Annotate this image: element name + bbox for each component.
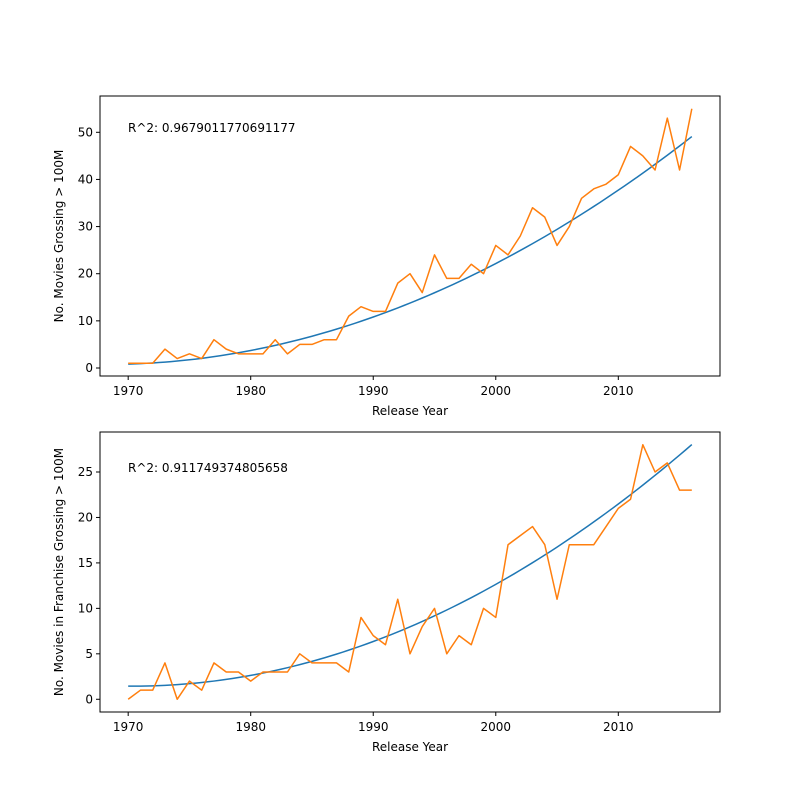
top-y-tick-label: 20 [78,267,93,281]
top-x-tick-label: 1990 [358,384,389,398]
bottom-actual-line [127,443,692,701]
bottom-y-tick-label: 10 [78,601,93,615]
bottom-y-tick-label: 0 [85,692,93,706]
top-x-tick-label: 1970 [113,384,144,398]
bottom-x-ticks: 1970 1980 1990 2000 2010 [113,712,634,734]
bottom-y-tick-label: 20 [78,510,93,524]
bottom-y-tick-label: 15 [78,556,93,570]
top-x-axis-label: Release Year [372,404,448,418]
bottom-plot-frame [99,431,721,713]
top-subplot: 1970 1980 1990 2000 2010 0 10 20 30 40 50 R^2: 0.… [52,95,721,418]
top-y-tick-label: 10 [78,314,93,328]
top-y-tick-label: 30 [78,220,93,234]
top-x-tick-label: 2000 [480,384,511,398]
bottom-fit-layer [128,444,693,687]
bottom-subplot: 1970 1980 1990 2000 2010 0 5 10 15 20 25 R^2: 0.9… [52,431,721,754]
top-y-tick-label: 50 [78,125,93,139]
top-actual-layer [128,108,693,365]
top-plot-frame [99,95,721,377]
bottom-y-tick-label: 25 [78,465,93,479]
bottom-r2-annotation: R^2: 0.911749374805658 [128,461,288,475]
top-x-tick-label: 2010 [603,384,634,398]
top-y-axis-label: No. Movies Grossing > 100M [52,150,66,323]
bottom-fit-line [128,444,693,687]
top-r2-annotation: R^2: 0.9679011770691177 [128,121,296,135]
bottom-x-tick-label: 2000 [480,720,511,734]
bottom-x-tick-label: 1970 [113,720,144,734]
bottom-x-tick-label: 2010 [603,720,634,734]
bottom-x-tick-label: 1980 [235,720,266,734]
bottom-y-ticks: 0 5 10 15 20 25 [78,465,100,706]
top-actual-line [128,108,693,365]
top-y-ticks: 0 10 20 30 40 50 [78,125,100,375]
top-fit-layer [128,135,693,365]
bottom-x-axis-label: Release Year [372,740,448,754]
top-y-tick-label: 40 [78,172,93,186]
bottom-y-axis-label: No. Movies in Franchise Grossing > 100M [52,448,66,696]
top-y-tick-label: 0 [85,361,93,375]
top-x-ticks: 1970 1980 1990 2000 2010 [113,376,634,398]
top-x-tick-label: 1980 [235,384,266,398]
bottom-y-tick-label: 5 [85,647,93,661]
top-fit-line [128,135,693,365]
bottom-actual-layer [127,443,692,701]
bottom-x-tick-label: 1990 [358,720,389,734]
